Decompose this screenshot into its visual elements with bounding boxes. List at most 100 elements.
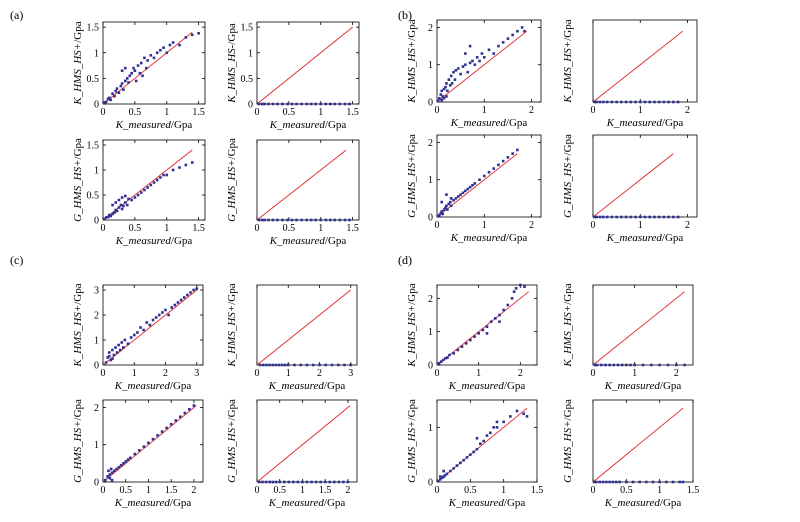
data-point — [441, 476, 444, 479]
data-point — [436, 214, 440, 218]
data-point — [610, 215, 614, 219]
x-tick-label: 2 — [518, 368, 523, 379]
x-tick-label: 1 — [657, 485, 662, 496]
data-point — [155, 178, 159, 182]
x-axis-label: K_measured/Gpa — [268, 497, 346, 509]
x-axis-label-unit: /Gpa — [324, 497, 346, 509]
data-point — [151, 437, 155, 441]
data-point — [290, 218, 294, 222]
data-point — [522, 412, 525, 415]
data-point — [456, 195, 460, 198]
data-point — [593, 363, 597, 367]
data-point — [106, 215, 110, 219]
data-point — [501, 159, 505, 163]
y-tick-label: 2 — [428, 138, 433, 149]
data-point — [437, 479, 440, 483]
data-point — [602, 100, 605, 104]
x-axis-label-unit: /Gpa — [324, 380, 346, 392]
data-point — [324, 102, 328, 106]
data-point — [165, 426, 168, 430]
data-point — [138, 71, 142, 75]
y-axis-label: K_HMS_HS+/Gpa — [72, 283, 84, 367]
data-point — [671, 480, 675, 484]
data-point — [106, 475, 109, 478]
data-point — [122, 462, 125, 465]
y-axis-label-var: G_HMS_HS+ — [226, 159, 238, 221]
reference-line — [102, 289, 198, 366]
data-point — [624, 215, 628, 219]
data-point — [472, 450, 475, 454]
data-point — [440, 89, 444, 93]
data-point — [301, 480, 304, 484]
data-point — [445, 82, 448, 85]
data-point — [310, 480, 313, 484]
x-tick-label: 2 — [529, 220, 534, 231]
data-point — [337, 480, 341, 484]
data-point — [440, 210, 444, 213]
data-point — [482, 174, 486, 178]
data-point — [436, 99, 440, 103]
data-point — [324, 218, 328, 222]
data-point — [489, 320, 493, 323]
data-point — [178, 43, 181, 47]
x-axis-label: K_measured/Gpa — [606, 117, 684, 129]
data-point — [446, 208, 449, 211]
data-point — [595, 480, 598, 484]
y-axis-label-var: K_HMS_HS+ — [562, 41, 574, 104]
data-point — [115, 467, 118, 471]
data-point — [271, 363, 274, 367]
data-point — [506, 156, 510, 159]
y-axis-label-unit: /Gpa — [72, 283, 84, 305]
data-point — [128, 74, 132, 78]
data-point — [109, 98, 112, 102]
data-point — [461, 191, 465, 195]
x-tick-label: 1 — [632, 368, 637, 379]
data-point — [102, 101, 106, 104]
data-point — [653, 100, 656, 104]
data-point — [651, 480, 655, 484]
data-point — [444, 357, 447, 360]
data-point — [124, 66, 127, 70]
data-point — [625, 363, 628, 367]
y-axis-label: K_HMS_HS+/Gpa — [406, 19, 418, 103]
data-point — [133, 196, 137, 199]
data-point — [475, 436, 479, 440]
data-point — [286, 102, 289, 106]
data-point — [159, 176, 162, 179]
x-tick-label: 2 — [345, 485, 350, 496]
x-tick-label: 1 — [638, 220, 643, 231]
data-point — [620, 100, 623, 104]
data-point — [643, 215, 647, 219]
axes-frame — [102, 399, 204, 483]
data-point — [648, 215, 652, 219]
data-point — [633, 363, 636, 367]
y-tick-label: 1.5 — [87, 23, 100, 34]
y-axis-label-unit: /Gpa — [226, 23, 238, 45]
data-point — [179, 298, 183, 302]
data-point — [464, 189, 467, 193]
data-point — [295, 102, 298, 106]
data-point — [479, 442, 482, 446]
data-point — [305, 102, 309, 106]
x-tick-label: 1 — [638, 105, 643, 116]
data-point — [103, 478, 107, 482]
data-point — [176, 301, 180, 304]
data-point — [109, 214, 112, 218]
data-point — [466, 70, 470, 74]
data-point — [453, 78, 457, 81]
y-tick-label: 1 — [428, 327, 433, 338]
data-point — [658, 480, 661, 484]
y-tick-label: 2 — [94, 403, 99, 414]
data-point — [650, 363, 653, 367]
y-axis-label-unit: /Gpa — [226, 399, 238, 421]
data-point — [611, 480, 615, 484]
data-point — [683, 363, 686, 367]
x-tick-label: 2 — [685, 105, 690, 116]
data-point — [343, 218, 347, 222]
y-axis-label-var: K_HMS_HS+ — [72, 43, 84, 106]
x-axis-label-unit: /Gpa — [504, 380, 526, 392]
data-point — [174, 419, 178, 422]
data-point — [506, 303, 510, 307]
